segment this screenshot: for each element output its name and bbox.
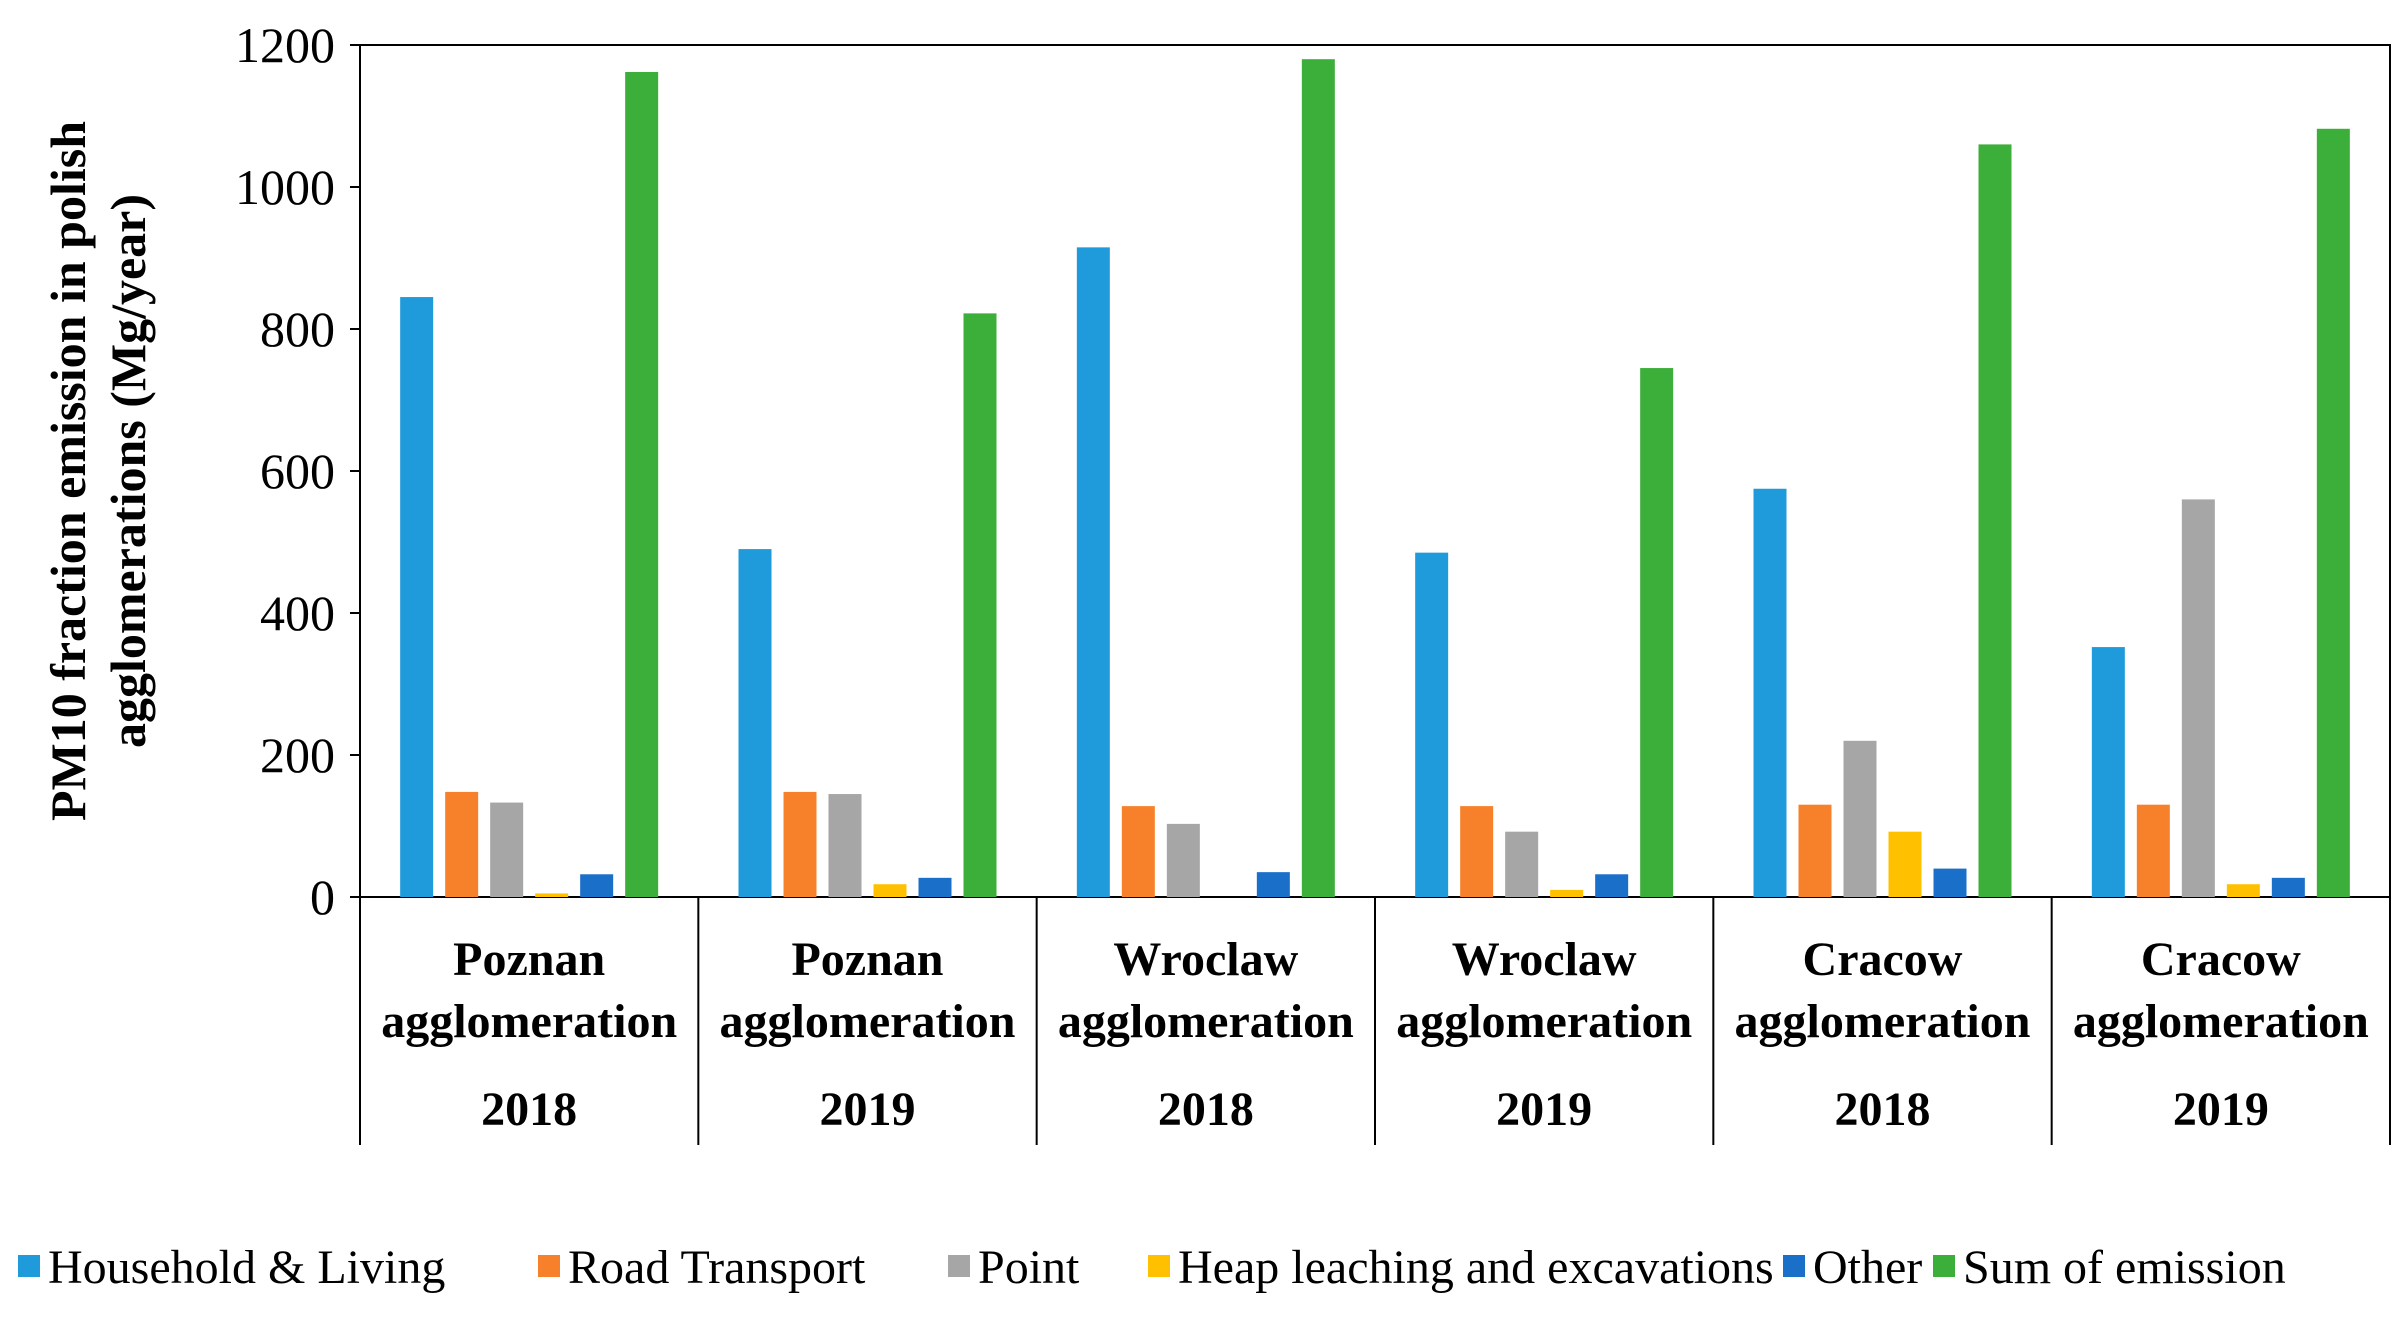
y-tick-label: 600 <box>260 443 335 499</box>
legend-label: Road Transport <box>568 1241 866 1294</box>
legend-swatch <box>1148 1255 1170 1277</box>
category-label: agglomeration <box>720 995 1016 1048</box>
legend-label: Point <box>978 1241 1080 1294</box>
category-label: Poznan <box>791 933 943 986</box>
legend-swatch <box>1933 1255 1955 1277</box>
plot-area-border <box>359 44 2391 898</box>
bar-road-transport <box>1460 806 1494 897</box>
category-year-label: 2019 <box>820 1083 916 1136</box>
category-label: agglomeration <box>2073 995 2369 1048</box>
bar-heap-leaching-and-excavations <box>2226 884 2260 897</box>
category-label: Cracow <box>2141 933 2301 986</box>
category-label: agglomeration <box>381 995 677 1048</box>
bar-household-living <box>1076 247 1110 898</box>
bar-heap-leaching-and-excavations <box>1550 889 1584 897</box>
bar-household-living <box>400 297 434 897</box>
legend-swatch <box>1783 1255 1805 1277</box>
y-tick-label: 400 <box>260 585 335 641</box>
bar-sum-of-emission <box>1978 144 2012 897</box>
y-tick-label: 0 <box>310 869 335 925</box>
y-tick-label: 1000 <box>235 159 335 215</box>
category-label: Wroclaw <box>1113 933 1298 986</box>
bar-heap-leaching-and-excavations <box>535 893 569 897</box>
bar-other <box>1256 872 1290 897</box>
bar-other <box>1595 874 1629 897</box>
bar-road-transport <box>2136 804 2170 897</box>
legend-label: Other <box>1813 1241 1922 1294</box>
legend-label: Household & Living <box>48 1241 445 1294</box>
bar-road-transport <box>1121 806 1155 897</box>
y-tick-label: 200 <box>260 727 335 783</box>
y-tick-label: 800 <box>260 301 335 357</box>
category-year-label: 2018 <box>1835 1083 1931 1136</box>
bar-point <box>490 802 524 897</box>
category-label: agglomeration <box>1735 995 2031 1048</box>
bar-point <box>1843 740 1877 897</box>
bar-sum-of-emission <box>963 313 997 897</box>
bar-sum-of-emission <box>2316 128 2350 897</box>
bar-household-living <box>1415 552 1449 897</box>
category-label: agglomeration <box>1396 995 1692 1048</box>
y-axis-label: PM10 fraction emission in polish <box>40 121 96 821</box>
bar-point <box>1166 823 1200 897</box>
bar-sum-of-emission <box>625 71 659 898</box>
bar-sum-of-emission <box>1640 368 1674 897</box>
category-year-label: 2019 <box>2173 1083 2269 1136</box>
bar-other <box>918 877 952 897</box>
bar-point <box>1505 831 1539 897</box>
bar-heap-leaching-and-excavations <box>873 884 907 897</box>
bar-road-transport <box>783 791 817 897</box>
category-label: Wroclaw <box>1452 933 1637 986</box>
legend-swatch <box>538 1255 560 1277</box>
bar-heap-leaching-and-excavations <box>1888 831 1922 897</box>
bar-other <box>1933 868 1967 897</box>
bar-other <box>580 874 614 897</box>
category-label: Cracow <box>1803 933 1963 986</box>
bar-sum-of-emission <box>1301 59 1335 897</box>
bar-point <box>828 794 862 897</box>
legend-label: Sum of emission <box>1963 1241 2286 1294</box>
bar-household-living <box>738 549 772 897</box>
bar-other <box>2271 877 2305 897</box>
category-year-label: 2018 <box>481 1083 577 1136</box>
legend-label: Heap leaching and excavations <box>1178 1241 1774 1294</box>
bar-road-transport <box>1798 804 1832 897</box>
y-tick-label: 1200 <box>235 17 335 73</box>
bar-household-living <box>2091 647 2125 897</box>
legend-swatch <box>18 1255 40 1277</box>
category-label: agglomeration <box>1058 995 1354 1048</box>
y-axis-label: agglomerations (Mg/year) <box>100 194 156 748</box>
category-year-label: 2019 <box>1496 1083 1592 1136</box>
bar-point <box>2181 499 2215 897</box>
bar-household-living <box>1753 488 1787 897</box>
category-year-label: 2018 <box>1158 1083 1254 1136</box>
legend-swatch <box>948 1255 970 1277</box>
category-label: Poznan <box>453 933 605 986</box>
bar-road-transport <box>445 791 479 897</box>
